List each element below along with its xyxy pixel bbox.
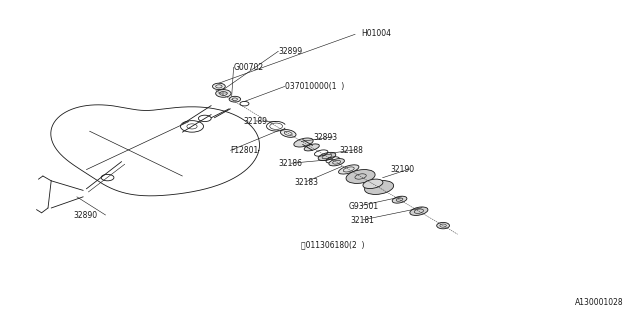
Text: H01004: H01004: [362, 29, 392, 38]
Text: 32188: 32188: [339, 146, 363, 155]
Ellipse shape: [318, 152, 336, 161]
Text: 32190: 32190: [390, 165, 415, 174]
Ellipse shape: [365, 180, 394, 195]
Text: G93501: G93501: [349, 202, 379, 211]
Circle shape: [212, 83, 225, 90]
Text: 32186: 32186: [278, 159, 302, 168]
Text: 32890: 32890: [74, 211, 98, 220]
Text: 32899: 32899: [278, 47, 303, 56]
Text: 32893: 32893: [314, 133, 338, 142]
Ellipse shape: [392, 196, 407, 203]
Text: G00702: G00702: [234, 63, 264, 72]
Ellipse shape: [363, 179, 383, 188]
Ellipse shape: [410, 207, 428, 215]
Circle shape: [216, 90, 231, 97]
Text: 32189: 32189: [243, 117, 268, 126]
Circle shape: [436, 222, 449, 229]
Ellipse shape: [346, 170, 375, 183]
Text: F12801: F12801: [230, 146, 259, 155]
Ellipse shape: [304, 144, 319, 151]
Ellipse shape: [329, 159, 344, 166]
Text: 32183: 32183: [294, 178, 319, 187]
Ellipse shape: [280, 130, 296, 137]
Ellipse shape: [294, 138, 313, 147]
Text: Ⓑ011306180(2  ): Ⓑ011306180(2 ): [301, 240, 364, 249]
Ellipse shape: [339, 165, 359, 174]
Text: 32181: 32181: [351, 216, 374, 225]
Text: 037010000(1  ): 037010000(1 ): [285, 82, 344, 91]
Circle shape: [229, 96, 241, 102]
Text: A130001028: A130001028: [575, 298, 624, 307]
